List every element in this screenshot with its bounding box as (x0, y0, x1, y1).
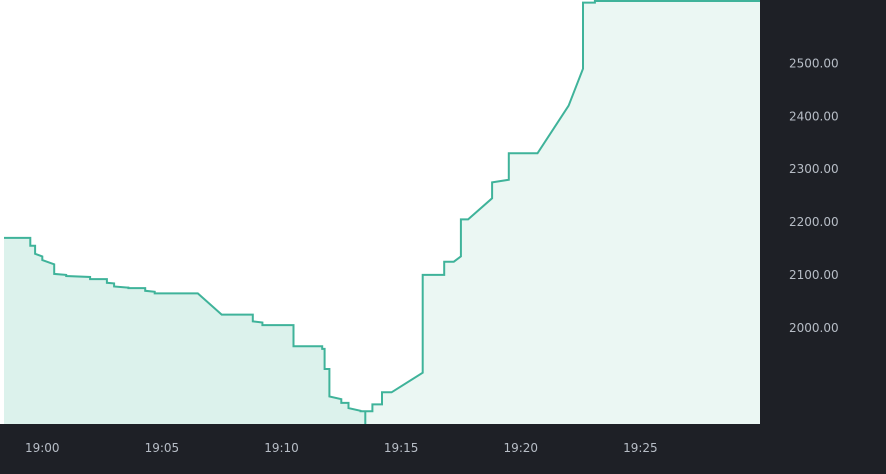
y-axis-panel (760, 0, 886, 424)
y-tick-label: 2300.00 (789, 162, 839, 176)
y-tick-label: 2000.00 (789, 321, 839, 335)
x-tick-label: 19:20 (503, 441, 538, 455)
area-fill-after-dip (365, 1, 760, 424)
y-axis-ticks: 2000.00 2100.00 2200.00 2300.00 2400.00 2500.… (789, 56, 839, 334)
y-tick-label: 2100.00 (789, 268, 839, 282)
y-tick-label: 2200.00 (789, 215, 839, 229)
x-tick-label: 19:05 (145, 441, 180, 455)
x-tick-label: 19:25 (623, 441, 658, 455)
x-tick-label: 19:10 (264, 441, 299, 455)
area-layer (4, 1, 760, 424)
series-line (4, 0, 760, 424)
y-tick-label: 2500.00 (789, 56, 839, 70)
x-tick-label: 19:00 (25, 441, 60, 455)
area-fill-before-dip (4, 237, 366, 424)
x-axis-panel (0, 424, 886, 474)
x-tick-label: 19:15 (384, 441, 419, 455)
line-layer (4, 0, 760, 424)
y-tick-label: 2400.00 (789, 109, 839, 123)
x-axis-ticks: 19:00 19:05 19:10 19:15 19:20 19:25 (25, 441, 658, 455)
